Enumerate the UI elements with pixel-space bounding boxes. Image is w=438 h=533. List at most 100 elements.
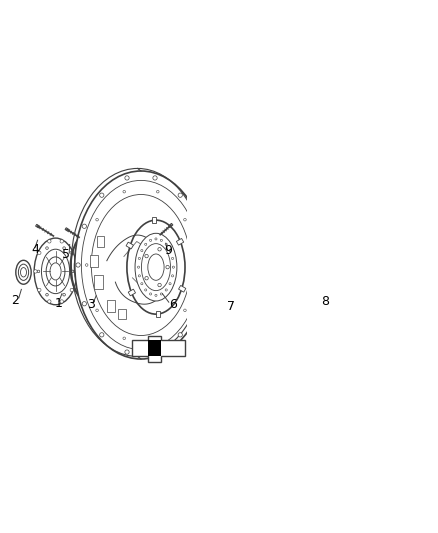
Circle shape xyxy=(158,284,161,287)
Circle shape xyxy=(195,302,200,306)
Circle shape xyxy=(155,238,157,240)
Ellipse shape xyxy=(34,238,77,305)
Circle shape xyxy=(70,288,74,292)
Circle shape xyxy=(240,310,243,312)
Circle shape xyxy=(251,314,253,317)
Circle shape xyxy=(249,308,251,310)
Circle shape xyxy=(60,300,64,303)
Circle shape xyxy=(243,318,245,320)
Ellipse shape xyxy=(135,233,177,301)
Circle shape xyxy=(236,217,238,220)
Circle shape xyxy=(184,219,186,221)
Circle shape xyxy=(223,248,226,251)
Circle shape xyxy=(253,248,255,250)
Circle shape xyxy=(250,285,252,287)
Circle shape xyxy=(218,246,220,248)
Polygon shape xyxy=(156,311,160,317)
Ellipse shape xyxy=(276,260,283,270)
Circle shape xyxy=(259,231,261,233)
Circle shape xyxy=(230,272,232,274)
Circle shape xyxy=(38,251,41,255)
Polygon shape xyxy=(169,223,173,227)
Circle shape xyxy=(253,236,255,238)
Ellipse shape xyxy=(141,244,170,290)
Circle shape xyxy=(209,274,212,277)
Polygon shape xyxy=(128,289,135,296)
Circle shape xyxy=(125,350,129,354)
Ellipse shape xyxy=(46,257,65,286)
Ellipse shape xyxy=(75,236,113,298)
Circle shape xyxy=(267,254,269,256)
Circle shape xyxy=(225,213,227,215)
Polygon shape xyxy=(201,203,279,327)
Circle shape xyxy=(212,229,214,231)
Circle shape xyxy=(264,241,266,244)
Text: 4: 4 xyxy=(31,243,39,256)
Circle shape xyxy=(230,229,232,231)
Circle shape xyxy=(244,251,246,253)
Circle shape xyxy=(48,300,51,303)
Bar xyxy=(90,255,98,266)
Circle shape xyxy=(149,293,152,295)
Circle shape xyxy=(218,220,220,222)
Ellipse shape xyxy=(18,264,28,280)
Circle shape xyxy=(235,249,237,251)
Circle shape xyxy=(235,318,237,320)
Circle shape xyxy=(242,209,244,212)
Circle shape xyxy=(223,236,225,238)
Circle shape xyxy=(238,227,240,229)
Circle shape xyxy=(211,248,212,251)
Circle shape xyxy=(34,270,37,273)
Text: 9: 9 xyxy=(164,245,172,257)
Circle shape xyxy=(233,210,235,212)
Bar xyxy=(118,310,126,319)
Circle shape xyxy=(230,239,232,241)
Circle shape xyxy=(224,305,226,307)
Circle shape xyxy=(165,243,167,245)
Circle shape xyxy=(205,278,207,280)
Circle shape xyxy=(237,279,239,281)
Circle shape xyxy=(227,316,229,318)
Circle shape xyxy=(264,227,266,229)
Polygon shape xyxy=(152,217,156,223)
Circle shape xyxy=(194,264,197,266)
Text: 6: 6 xyxy=(169,298,177,311)
Polygon shape xyxy=(126,242,134,249)
Bar xyxy=(107,300,115,312)
Circle shape xyxy=(243,291,245,293)
Circle shape xyxy=(228,221,230,223)
Circle shape xyxy=(123,190,126,193)
Circle shape xyxy=(205,252,207,254)
Circle shape xyxy=(156,337,159,340)
Ellipse shape xyxy=(127,220,185,314)
Circle shape xyxy=(258,245,261,247)
Text: 5: 5 xyxy=(62,248,70,261)
Circle shape xyxy=(215,257,217,260)
Circle shape xyxy=(202,263,206,267)
Circle shape xyxy=(257,219,259,221)
Text: 1: 1 xyxy=(55,296,63,310)
Circle shape xyxy=(254,292,256,294)
Circle shape xyxy=(166,265,170,269)
Circle shape xyxy=(160,239,162,241)
Circle shape xyxy=(169,249,171,252)
Circle shape xyxy=(46,294,48,296)
Circle shape xyxy=(155,294,157,296)
Circle shape xyxy=(63,294,65,296)
Circle shape xyxy=(145,277,148,280)
Circle shape xyxy=(96,219,99,221)
Circle shape xyxy=(153,176,157,180)
Circle shape xyxy=(265,299,267,301)
Bar xyxy=(150,288,157,297)
Circle shape xyxy=(125,176,129,180)
Polygon shape xyxy=(65,228,69,231)
Circle shape xyxy=(85,264,88,266)
Circle shape xyxy=(70,251,74,255)
Bar xyxy=(164,248,170,256)
Ellipse shape xyxy=(148,254,164,280)
Circle shape xyxy=(160,293,162,295)
Circle shape xyxy=(204,265,206,267)
Circle shape xyxy=(268,238,271,240)
Polygon shape xyxy=(148,340,161,356)
Polygon shape xyxy=(131,336,184,362)
